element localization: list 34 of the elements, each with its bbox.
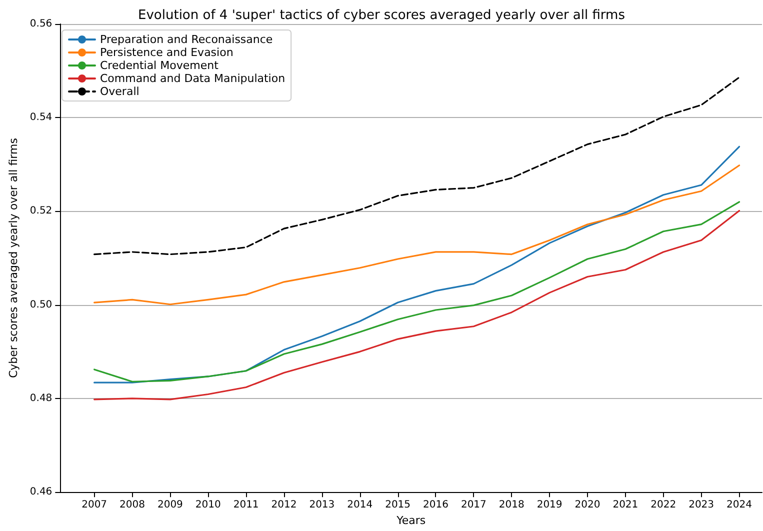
y-tick-label: 0.46 bbox=[30, 486, 52, 498]
x-tick-label: 2007 bbox=[82, 500, 108, 511]
x-tick-label: 2009 bbox=[157, 500, 183, 511]
legend-label: Persistence and Evasion bbox=[100, 46, 234, 59]
x-tick-label: 2021 bbox=[612, 500, 638, 511]
x-tick-label: 2020 bbox=[574, 500, 600, 511]
x-axis-title: Years bbox=[396, 514, 426, 527]
legend-label: Preparation and Reconaissance bbox=[100, 33, 273, 46]
x-tick-label: 2019 bbox=[536, 500, 562, 511]
x-tick-label: 2016 bbox=[423, 500, 448, 511]
y-tick-label: 0.56 bbox=[30, 18, 52, 30]
legend-label: Overall bbox=[100, 85, 140, 98]
x-tick-label: 2017 bbox=[460, 500, 486, 511]
x-tick-label: 2010 bbox=[195, 500, 221, 511]
x-tick-label: 2015 bbox=[385, 500, 411, 511]
x-tick-label: 2023 bbox=[688, 500, 714, 511]
y-tick-label: 0.54 bbox=[30, 112, 52, 124]
y-tick-label: 0.52 bbox=[30, 206, 52, 217]
line-series bbox=[94, 164, 740, 306]
x-tick-label: 2013 bbox=[309, 500, 335, 511]
chart-title: Evolution of 4 'super' tactics of cyber scores averaged yearly over all firms bbox=[138, 8, 626, 23]
x-tick-label: 2012 bbox=[271, 500, 297, 511]
x-tick-label: 2024 bbox=[726, 500, 752, 511]
x-tick-label: 2011 bbox=[233, 500, 259, 511]
legend-label: Command and Data Manipulation bbox=[100, 72, 286, 85]
x-tick-label: 2022 bbox=[650, 500, 676, 511]
y-tick-label: 0.50 bbox=[30, 299, 52, 310]
y-axis-title: Cyber scores averaged yearly over all firms bbox=[7, 138, 20, 378]
y-tick-label: 0.48 bbox=[30, 392, 52, 404]
x-tick-label: 2008 bbox=[120, 500, 145, 511]
legend-label: Credential Movement bbox=[100, 59, 220, 72]
x-tick-label: 2014 bbox=[347, 500, 373, 511]
x-tick-label: 2018 bbox=[498, 500, 524, 511]
line-series bbox=[94, 146, 740, 384]
